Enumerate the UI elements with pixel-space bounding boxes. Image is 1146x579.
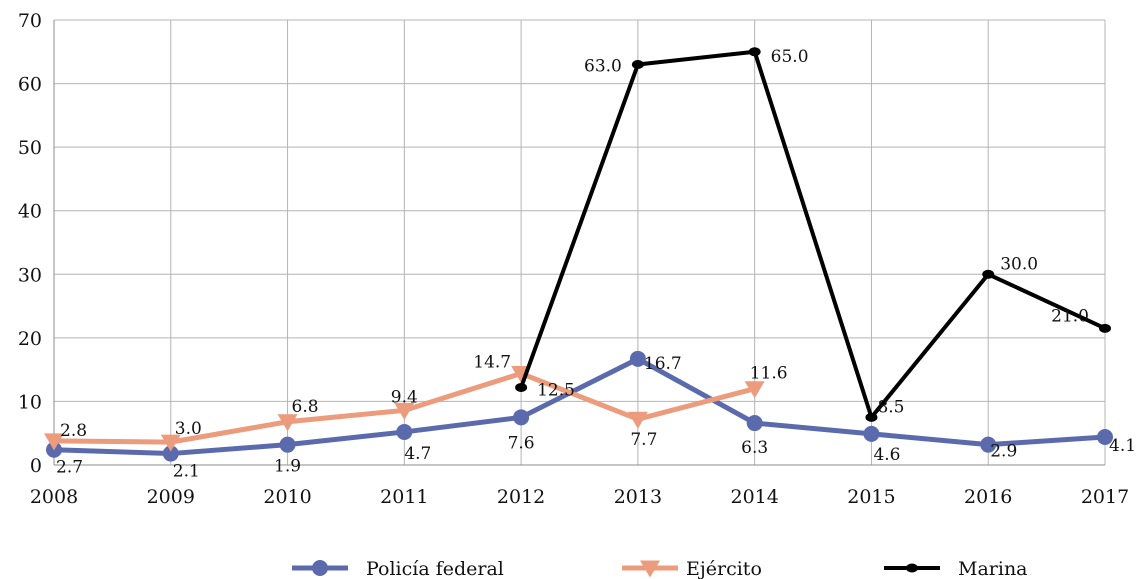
data-label-policia-federal: 6.3 [741,438,768,458]
data-label-ejercito: 3.0 [175,419,202,439]
x-tick-label: 2011 [380,486,428,508]
data-label-marina: 8.5 [877,397,904,417]
data-label-marina: 21.0 [1051,306,1089,326]
axes: 0 10 20 30 40 50 60 70 2008 2009 2010 2011 2012 2013 2… [18,10,1129,508]
data-label-ejercito: 14.7 [473,352,511,372]
data-point-policia-federal [162,445,179,462]
legend-marker-ejercito [640,560,660,578]
x-tick-label: 2010 [263,486,311,508]
data-label-policia-federal: 4.7 [404,444,431,464]
legend-label-marina: Marina [958,558,1028,579]
data-label-policia-federal: 2.1 [173,462,200,482]
y-tick-label: 0 [30,455,42,477]
data-point-ejercito [744,381,765,399]
y-tick-label: 60 [18,74,42,96]
data-label-policia-federal: 16.7 [644,354,682,374]
legend-marker-policia-federal [312,560,328,576]
data-label-policia-federal: 2.9 [990,442,1017,462]
data-label-policia-federal: 4.1 [1109,436,1136,456]
series-line-policia-federal [51,356,1108,457]
x-tick-label: 2013 [614,486,662,508]
data-point-ejercito [160,434,181,452]
data-point-marina [748,47,761,57]
data-label-marina: 65.0 [771,47,809,67]
data-label-ejercito: 2.8 [60,421,87,441]
x-tick-label: 2017 [1081,486,1129,508]
data-point-marina [1099,323,1111,333]
x-tick-label: 2016 [964,486,1012,508]
series-ejercito [44,365,765,452]
data-label-policia-federal: 7.6 [508,433,535,453]
data-point-marina [631,60,644,69]
legend-label-policia-federal: Policía federal [366,558,504,579]
data-point-policia-federal [279,436,296,453]
x-tick-label: 2009 [147,486,195,508]
data-label-marina: 12.5 [537,380,575,400]
data-point-policia-federal [396,423,413,440]
data-point-ejercito [44,433,64,451]
data-point-policia-federal [863,425,880,442]
legend-label-ejercito: Ejército [686,558,762,579]
data-label-ejercito: 6.8 [292,397,319,417]
series-group [44,47,1113,462]
data-point-policia-federal [513,409,530,426]
legend-item-marina: Marina [884,558,1028,579]
data-point-policia-federal [980,436,997,453]
data-label-ejercito: 11.6 [750,364,788,384]
x-tick-label: 2008 [30,486,78,508]
data-label-marina: 30.0 [1000,254,1038,274]
data-label-marina: 63.0 [584,57,622,77]
y-tick-label: 20 [18,328,42,350]
legend-marker-marina [906,563,918,573]
x-tick-label: 2012 [497,486,545,508]
grid [54,19,1106,465]
data-point-marina [515,382,528,392]
x-tick-label: 2014 [730,486,778,508]
y-tick-label: 10 [18,391,42,413]
data-label-ejercito: 9.4 [391,387,418,407]
data-point-policia-federal [1097,429,1113,446]
data-point-policia-federal [746,415,763,432]
y-tick-label: 40 [18,201,42,223]
data-label-ejercito: 7.7 [630,430,657,450]
data-point-ejercito [627,411,648,429]
data-label-policia-federal: 1.9 [274,457,301,477]
legend-item-ejercito: Ejército [622,558,762,579]
legend-item-policia-federal: Policía federal [292,558,504,579]
y-tick-label: 50 [18,137,42,159]
data-point-ejercito [394,402,415,420]
y-tick-label: 70 [18,10,42,32]
x-tick-label: 2015 [847,486,895,508]
data-labels: 2.7 2.1 1.9 4.7 7.6 16.7 6.3 4.6 2.9 4.1 2.8 3.0 6.8… [56,47,1136,482]
data-point-ejercito [277,414,298,432]
data-point-policia-federal [629,350,646,367]
data-label-policia-federal: 2.7 [56,458,83,478]
y-tick-label: 30 [18,264,42,286]
legend: Policía federal Ejército Marina [292,558,1028,579]
series-marina [515,47,1111,422]
data-point-marina [865,412,878,422]
series-line-marina [519,49,1107,420]
data-label-policia-federal: 4.6 [873,445,900,465]
data-point-marina [982,269,995,279]
series-policia-federal [46,350,1113,462]
